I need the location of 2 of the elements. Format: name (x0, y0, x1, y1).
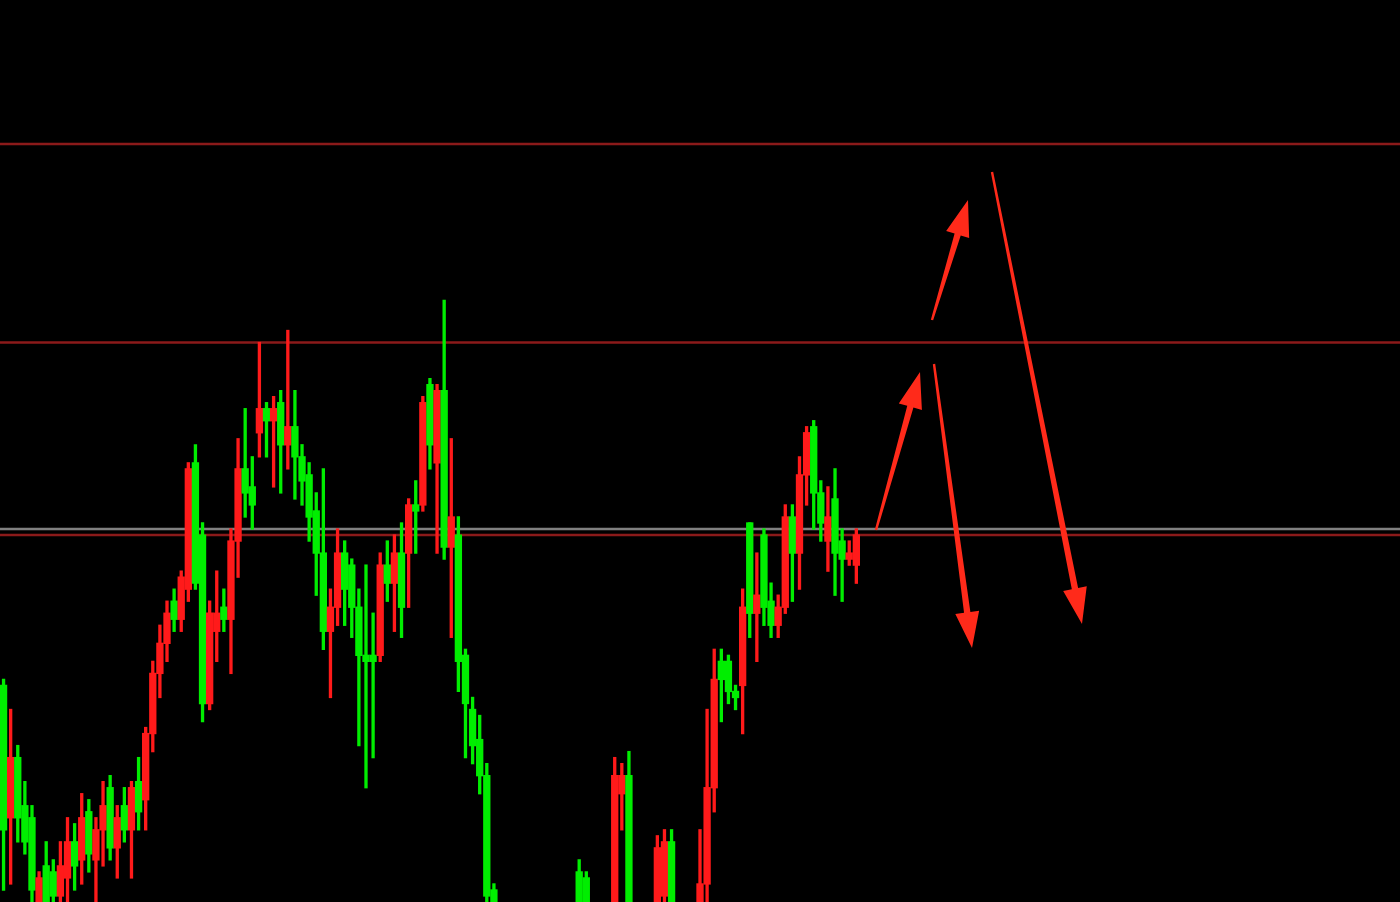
candlestick (362, 564, 370, 789)
candlestick (753, 552, 761, 663)
